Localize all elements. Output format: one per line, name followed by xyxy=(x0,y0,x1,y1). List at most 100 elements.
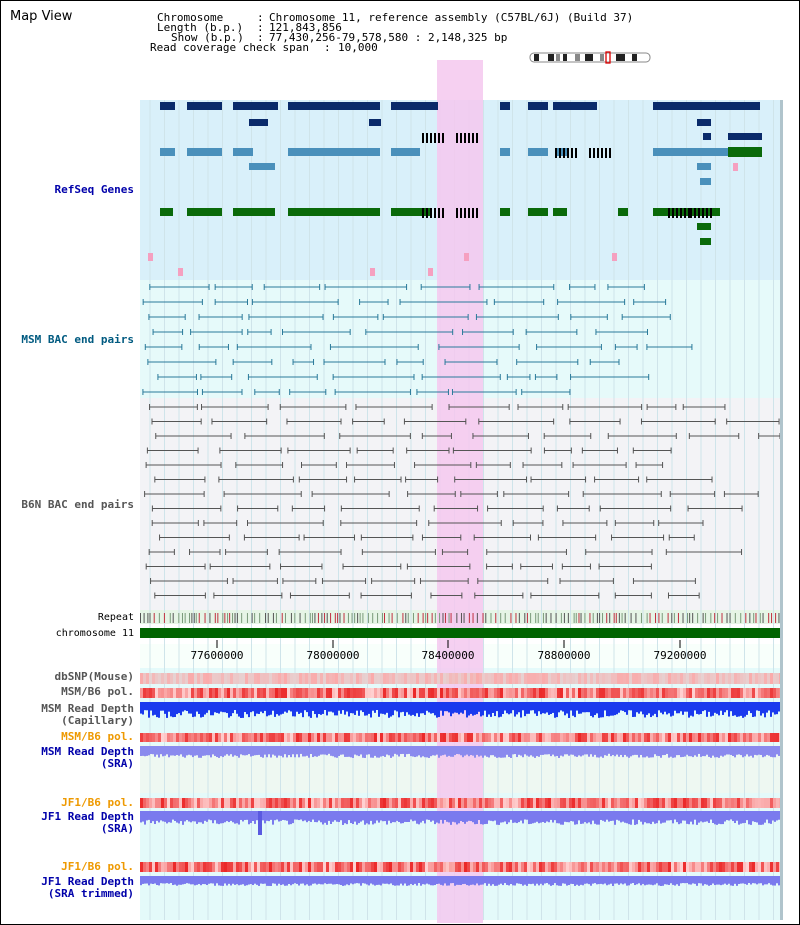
read-depth-bar xyxy=(486,702,488,717)
polymorphism-cell xyxy=(230,798,233,808)
read-depth-bar xyxy=(606,876,608,886)
read-depth-bar xyxy=(560,876,562,886)
read-depth-bar xyxy=(708,746,710,757)
read-depth-bar xyxy=(284,876,286,886)
track-label-msm-depth-capillary[interactable]: MSM Read Depth xyxy=(41,702,134,715)
track-label-jf1-b6-pol[interactable]: JF1/B6 pol. xyxy=(61,796,134,809)
read-depth-bar xyxy=(192,876,194,885)
read-depth-bar xyxy=(342,702,344,711)
track-label-msm-bac[interactable]: MSM BAC end pairs xyxy=(21,333,134,346)
track-label-jf1-b6-pol-2[interactable]: JF1/B6 pol. xyxy=(61,860,134,873)
read-depth-bar xyxy=(614,746,616,757)
read-depth-bar xyxy=(164,811,166,822)
read-depth-bar xyxy=(650,876,652,885)
repeat-mark xyxy=(140,613,141,623)
polymorphism-cell xyxy=(209,688,212,698)
read-depth-bar xyxy=(294,811,296,820)
repeat-mark xyxy=(324,613,326,623)
read-depth-bar xyxy=(208,702,210,711)
polymorphism-cell xyxy=(551,862,554,872)
track-label-msm-b6-pol-2[interactable]: MSM/B6 pol. xyxy=(61,730,134,743)
read-depth-bar xyxy=(722,811,724,825)
polymorphism-cell xyxy=(158,688,161,698)
read-depth-bar xyxy=(298,811,300,821)
polymorphism-cell xyxy=(413,798,416,808)
read-depth-bar xyxy=(302,876,304,884)
polymorphism-cell xyxy=(215,798,218,808)
read-depth-bar xyxy=(314,876,316,884)
read-depth-bar xyxy=(634,746,636,755)
read-depth-bar xyxy=(392,702,394,716)
read-depth-bar xyxy=(152,876,154,884)
read-depth-bar xyxy=(260,702,262,712)
read-depth-bar xyxy=(626,811,628,824)
polymorphism-cell xyxy=(314,862,317,872)
read-depth-bar xyxy=(656,876,658,884)
read-depth-bar xyxy=(650,746,652,758)
read-depth-bar xyxy=(490,746,492,756)
track-label-msm-b6-pol[interactable]: MSM/B6 pol. xyxy=(61,685,134,698)
read-depth-bar xyxy=(560,811,562,825)
polymorphism-cell xyxy=(452,862,455,872)
read-depth-bar xyxy=(430,702,432,714)
read-depth-bar xyxy=(564,702,566,716)
polymorphism-cell xyxy=(752,733,755,742)
read-depth-bar xyxy=(156,876,158,885)
read-depth-bar xyxy=(540,746,542,755)
polymorphism-cell xyxy=(323,798,326,808)
read-depth-bar xyxy=(188,876,190,884)
polymorphism-cell xyxy=(671,798,674,808)
polymorphism-cell xyxy=(323,862,326,872)
read-depth-bar xyxy=(156,746,158,755)
read-depth-bar xyxy=(298,746,300,758)
track-label-jf1-depth-trimmed[interactable]: JF1 Read Depth xyxy=(41,875,134,888)
read-depth-bar xyxy=(660,876,662,886)
read-depth-bar xyxy=(358,876,360,884)
polymorphism-cell xyxy=(365,688,368,698)
polymorphism-cell xyxy=(407,733,410,742)
polymorphism-cell xyxy=(521,862,524,872)
read-depth-bar xyxy=(504,702,506,711)
repeat-mark xyxy=(677,613,679,623)
polymorphism-cell xyxy=(305,688,308,698)
polymorphism-cell xyxy=(662,673,665,684)
read-depth-bar xyxy=(258,876,260,886)
polymorphism-cell xyxy=(776,673,779,684)
read-depth-bar xyxy=(698,702,700,715)
polymorphism-cell xyxy=(335,798,338,808)
polymorphism-cell xyxy=(404,688,407,698)
polymorphism-cell xyxy=(590,862,593,872)
repeat-mark xyxy=(518,613,520,623)
polymorphism-cell xyxy=(263,733,266,742)
track-label-msm-depth-sra[interactable]: MSM Read Depth xyxy=(41,745,134,758)
polymorphism-cell xyxy=(485,733,488,742)
polymorphism-cell xyxy=(677,798,680,808)
polymorphism-cell xyxy=(215,688,218,698)
read-depth-bar xyxy=(758,876,760,884)
read-depth-bar xyxy=(724,746,726,756)
read-depth-bar xyxy=(170,746,172,756)
length-sep: : xyxy=(257,21,264,34)
track-label-refseq[interactable]: RefSeq Genes xyxy=(54,183,134,196)
polymorphism-cell xyxy=(212,733,215,742)
read-depth-bar xyxy=(162,876,164,884)
polymorphism-cell xyxy=(578,733,581,742)
track-label-b6n-bac[interactable]: B6N BAC end pairs xyxy=(21,498,134,511)
read-depth-bar xyxy=(332,876,334,885)
read-depth-bar xyxy=(370,702,372,718)
repeat-mark xyxy=(613,613,615,623)
polymorphism-cell xyxy=(644,733,647,742)
repeat-mark xyxy=(463,613,465,623)
polymorphism-cell xyxy=(326,688,329,698)
polymorphism-cell xyxy=(308,733,311,742)
polymorphism-cell xyxy=(695,733,698,742)
read-depth-bar xyxy=(468,876,470,886)
repeat-mark xyxy=(290,613,292,623)
track-label-jf1-depth-sra[interactable]: JF1 Read Depth xyxy=(41,810,134,823)
track-label-dbsnp[interactable]: dbSNP(Mouse) xyxy=(54,670,134,683)
read-depth-bar xyxy=(602,702,604,718)
polymorphism-cell xyxy=(737,733,740,742)
read-depth-bar xyxy=(160,746,162,755)
exon-block xyxy=(476,133,478,143)
